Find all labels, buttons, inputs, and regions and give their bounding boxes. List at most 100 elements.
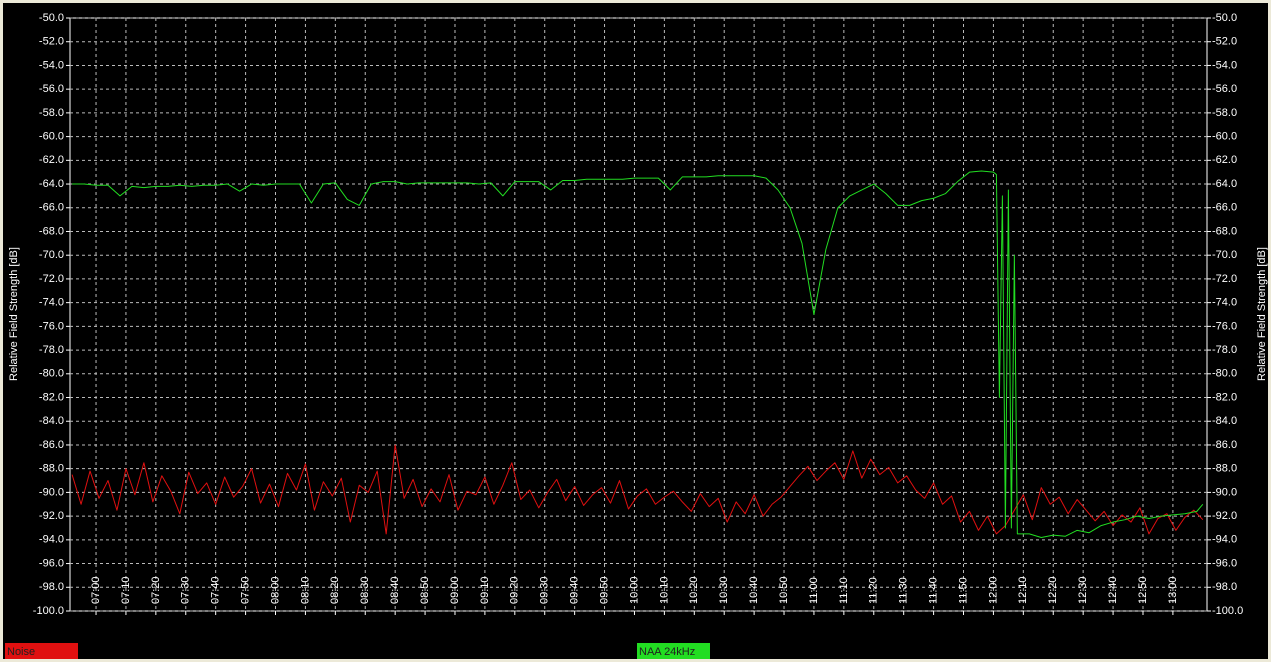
y2-tick-label: -78.0 <box>1212 344 1237 356</box>
x-tick-label: 11:00 <box>808 577 820 604</box>
y2-tick-label: -54.0 <box>1212 59 1237 71</box>
x-tick-label: 12:00 <box>987 576 999 604</box>
x-tick-label: 09:10 <box>479 576 491 604</box>
x-tick-label: 08:10 <box>299 576 311 604</box>
y-tick-label: -62.0 <box>39 154 64 166</box>
x-tick-label: 11:30 <box>898 577 910 604</box>
x-tick-label: 11:10 <box>838 577 850 604</box>
y-axis-label: Relative Field Strength [dB] <box>8 247 20 381</box>
y2-tick-label: -50.0 <box>1212 12 1237 24</box>
y-tick-label: -68.0 <box>39 225 64 237</box>
x-tick-label: 11:50 <box>957 577 969 604</box>
y-tick-label: -74.0 <box>39 297 64 309</box>
y-tick-label: -50.0 <box>39 12 64 24</box>
y-tick-label: -100.0 <box>33 605 64 617</box>
y-tick-label: -80.0 <box>39 368 64 380</box>
x-tick-label: 08:40 <box>389 576 401 604</box>
y2-tick-label: -92.0 <box>1212 510 1237 522</box>
series-line <box>71 444 1204 535</box>
y-tick-label: -98.0 <box>39 581 64 593</box>
x-tick-label: 10:00 <box>628 576 640 604</box>
y2-tick-label: -96.0 <box>1212 557 1237 569</box>
series-line <box>72 170 1204 538</box>
x-tick-label: 10:40 <box>748 576 760 604</box>
y2-tick-label: -72.0 <box>1212 273 1237 285</box>
x-tick-label: 13:00 <box>1167 576 1179 604</box>
y2-tick-label: -82.0 <box>1212 391 1237 403</box>
x-tick-label: 12:30 <box>1077 576 1089 604</box>
x-tick-label: 08:20 <box>329 576 341 604</box>
y2-tick-label: -68.0 <box>1212 225 1237 237</box>
x-tick-label: 12:20 <box>1047 576 1059 604</box>
x-tick-label: 07:20 <box>150 576 162 604</box>
y-tick-label: -94.0 <box>39 534 64 546</box>
y-tick-label: -92.0 <box>39 510 64 522</box>
y-tick-label: -66.0 <box>39 202 64 214</box>
x-tick-label: 08:00 <box>269 576 281 604</box>
y2-tick-label: -80.0 <box>1212 368 1237 380</box>
y2-tick-label: -84.0 <box>1212 415 1237 427</box>
x-tick-label: 07:10 <box>120 576 132 604</box>
y2-tick-label: -70.0 <box>1212 249 1237 261</box>
y-tick-label: -58.0 <box>39 107 64 119</box>
y-tick-label: -96.0 <box>39 557 64 569</box>
x-tick-label: 10:20 <box>688 576 700 604</box>
x-tick-label: 11:20 <box>868 577 880 604</box>
y-tick-label: -60.0 <box>39 131 64 143</box>
y-tick-label: -54.0 <box>39 59 64 71</box>
y-tick-label: -70.0 <box>39 249 64 261</box>
x-tick-label: 12:40 <box>1107 576 1119 604</box>
legend-swatch <box>637 643 710 659</box>
y-tick-label: -90.0 <box>39 486 64 498</box>
y2-tick-label: -66.0 <box>1212 202 1237 214</box>
x-tick-label: 07:00 <box>90 576 102 604</box>
y2-tick-label: -58.0 <box>1212 107 1237 119</box>
y2-tick-label: -56.0 <box>1212 83 1237 95</box>
x-tick-label: 09:20 <box>509 576 521 604</box>
y-tick-label: -56.0 <box>39 83 64 95</box>
x-tick-label: 07:50 <box>239 576 251 604</box>
y2-tick-label: -60.0 <box>1212 131 1237 143</box>
y2-tick-label: -74.0 <box>1212 297 1237 309</box>
legend-label: Noise <box>7 646 35 658</box>
x-tick-label: 10:10 <box>658 576 670 604</box>
x-tick-label: 09:40 <box>569 576 581 604</box>
x-tick-label: 12:50 <box>1137 576 1149 604</box>
legend-swatch <box>5 643 78 659</box>
y2-tick-label: -62.0 <box>1212 154 1237 166</box>
y2-tick-label: -88.0 <box>1212 463 1237 475</box>
y-tick-label: -78.0 <box>39 344 64 356</box>
y2-tick-label: -86.0 <box>1212 439 1237 451</box>
y-tick-label: -86.0 <box>39 439 64 451</box>
x-tick-label: 07:30 <box>180 576 192 604</box>
y2-tick-label: -100.0 <box>1212 605 1243 617</box>
y-tick-label: -84.0 <box>39 415 64 427</box>
x-tick-label: 08:30 <box>359 576 371 604</box>
y2-tick-label: -98.0 <box>1212 581 1237 593</box>
x-tick-label: 10:50 <box>778 576 790 604</box>
y-tick-label: -76.0 <box>39 320 64 332</box>
y-tick-label: -64.0 <box>39 178 64 190</box>
legend-label: NAA 24kHz <box>639 646 695 658</box>
x-tick-label: 07:40 <box>210 576 222 604</box>
x-tick-label: 08:50 <box>419 576 431 604</box>
x-tick-label: 11:40 <box>927 577 939 604</box>
y2-tick-label: -76.0 <box>1212 320 1237 332</box>
y2-tick-label: -94.0 <box>1212 534 1237 546</box>
x-tick-label: 10:30 <box>718 576 730 604</box>
y2-tick-label: -64.0 <box>1212 178 1237 190</box>
y-tick-label: -52.0 <box>39 36 64 48</box>
y-tick-label: -88.0 <box>39 463 64 475</box>
plot-area <box>69 17 1208 612</box>
y2-axis-label: Relative Field Strength [dB] <box>1256 247 1268 381</box>
x-tick-label: 09:50 <box>598 576 610 604</box>
x-tick-label: 09:30 <box>539 576 551 604</box>
y-tick-label: -82.0 <box>39 391 64 403</box>
y2-tick-label: -90.0 <box>1212 486 1237 498</box>
y-tick-label: -72.0 <box>39 273 64 285</box>
x-tick-label: 12:10 <box>1017 576 1029 604</box>
y2-tick-label: -52.0 <box>1212 36 1237 48</box>
x-tick-label: 09:00 <box>449 576 461 604</box>
